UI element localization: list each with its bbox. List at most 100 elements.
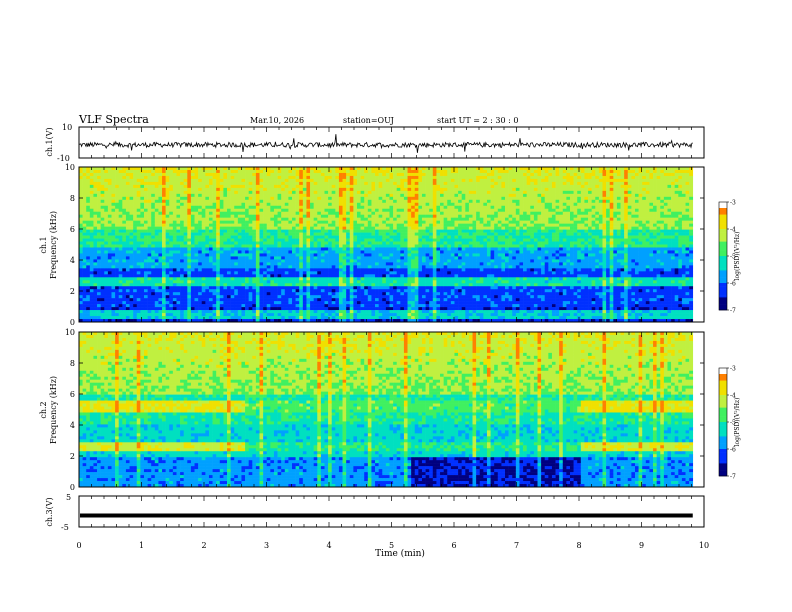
spectrogram-cell bbox=[248, 313, 253, 317]
spectrogram-cell bbox=[158, 202, 163, 207]
spectrogram-cell bbox=[219, 187, 224, 192]
spectrogram-cell bbox=[317, 280, 322, 284]
spectrogram-cell bbox=[375, 319, 379, 323]
spectrogram-cell bbox=[292, 271, 296, 275]
spectrogram-cell bbox=[198, 274, 203, 278]
spectrogram-cell bbox=[396, 172, 401, 177]
spectrogram-cell bbox=[317, 295, 322, 299]
spectrogram-cell bbox=[378, 199, 383, 204]
spectrogram-cell bbox=[310, 184, 314, 189]
spectrogram-cell bbox=[208, 241, 213, 245]
spectrogram-cell bbox=[367, 280, 372, 284]
spectrogram-cell bbox=[104, 256, 109, 260]
spectrogram-cell bbox=[169, 190, 174, 195]
spectrogram-cell bbox=[364, 301, 369, 305]
spectrogram-cell bbox=[403, 271, 408, 275]
spectrogram-cell bbox=[378, 286, 383, 290]
spectrogram-cell bbox=[111, 190, 116, 195]
spectrogram-cell bbox=[331, 280, 336, 284]
spectrogram-cell bbox=[201, 283, 206, 287]
spectrogram-cell bbox=[335, 274, 340, 278]
spectrogram-cell bbox=[313, 259, 318, 263]
spectrogram-cell bbox=[263, 304, 268, 308]
spectrogram-cell bbox=[172, 220, 177, 224]
ch1-ylabel: ch.1(V) bbox=[45, 127, 54, 156]
spectrogram-cell bbox=[378, 208, 383, 213]
spectrogram-cell bbox=[237, 295, 242, 299]
spectrogram-cell bbox=[281, 274, 286, 278]
spectrogram-cell bbox=[237, 211, 242, 215]
spectrogram-cell bbox=[299, 223, 304, 227]
spectrogram-cell bbox=[403, 289, 408, 293]
spectrogram-cell bbox=[154, 196, 159, 201]
spectrogram-cell bbox=[353, 229, 358, 233]
spectrogram-cell bbox=[223, 268, 228, 272]
spectrogram-cell bbox=[367, 223, 372, 227]
spectrogram-cell bbox=[295, 259, 300, 263]
spectrogram-cell bbox=[107, 244, 112, 248]
spectrogram-cell bbox=[140, 265, 145, 269]
spectrogram-cell bbox=[248, 304, 253, 308]
spectrogram-cell bbox=[346, 193, 351, 198]
spectrogram-cell bbox=[277, 223, 282, 227]
spectrogram-cell bbox=[241, 193, 246, 198]
spectrogram-cell bbox=[129, 232, 134, 236]
spectrogram-cell bbox=[136, 253, 141, 257]
spectrogram-cell bbox=[79, 253, 83, 257]
spectrogram-cell bbox=[219, 307, 224, 311]
spectrogram-cell bbox=[292, 196, 296, 201]
spectrogram-cell bbox=[172, 247, 177, 251]
spectrogram-cell bbox=[403, 169, 408, 174]
spectrogram-cell bbox=[205, 220, 210, 224]
spectrogram-cell bbox=[190, 313, 195, 317]
spectrogram-cell bbox=[216, 241, 221, 245]
spectrogram-cell bbox=[310, 316, 314, 320]
spectrogram-cell bbox=[270, 181, 275, 186]
spectrogram-cell bbox=[115, 313, 120, 317]
spectrogram-cell bbox=[270, 175, 275, 180]
spectrogram-cell bbox=[331, 187, 336, 192]
spectrogram-cell bbox=[118, 226, 123, 230]
spectrogram-cell bbox=[194, 217, 199, 221]
spectrogram-cell bbox=[248, 283, 253, 287]
spectrogram-cell bbox=[281, 241, 286, 245]
spectrogram-cell bbox=[407, 187, 412, 192]
spectrogram-cell bbox=[288, 220, 293, 224]
spectrogram-cell bbox=[93, 220, 98, 224]
spectrogram-cell bbox=[82, 205, 87, 210]
spectrogram-cell bbox=[299, 250, 304, 254]
spectrogram-cell bbox=[89, 223, 94, 227]
spectrogram-cell bbox=[97, 250, 101, 254]
spectrogram-cell bbox=[245, 181, 249, 186]
spectrogram-cell bbox=[100, 295, 105, 299]
spectrogram-cell bbox=[331, 217, 336, 221]
spectrogram-cell bbox=[133, 280, 138, 284]
spectrogram-cell bbox=[107, 181, 112, 186]
spectrogram-cell bbox=[216, 262, 221, 266]
spectrogram-cell bbox=[241, 181, 246, 186]
spectrogram-cell bbox=[205, 283, 210, 287]
spectrogram-cell bbox=[122, 169, 127, 174]
spectrogram-cell bbox=[89, 175, 94, 180]
spectrogram-cell bbox=[180, 205, 184, 210]
spectrogram-cell bbox=[107, 193, 112, 198]
spectrogram-cell bbox=[158, 241, 163, 245]
spectrogram-cell bbox=[324, 313, 329, 317]
spectrogram-cell bbox=[346, 274, 351, 278]
spectrogram-cell bbox=[143, 271, 148, 275]
spectrogram-cell bbox=[154, 256, 159, 260]
spectrogram-cell bbox=[140, 301, 145, 305]
spectrogram-cell bbox=[227, 202, 231, 207]
spectrogram-cell bbox=[248, 199, 253, 204]
spectrogram-cell bbox=[367, 232, 372, 236]
spectrogram-cell bbox=[288, 292, 293, 296]
spectrogram-cell bbox=[389, 277, 394, 281]
spectrogram-cell bbox=[100, 199, 105, 204]
spectrogram-cell bbox=[118, 223, 123, 227]
spectrogram-cell bbox=[82, 313, 87, 317]
spectrogram-cell bbox=[248, 229, 253, 233]
spectrogram-cell bbox=[317, 232, 322, 236]
spectrogram-cell bbox=[208, 253, 213, 257]
spectrogram-cell bbox=[223, 253, 228, 257]
spectrogram-cell bbox=[281, 178, 286, 183]
